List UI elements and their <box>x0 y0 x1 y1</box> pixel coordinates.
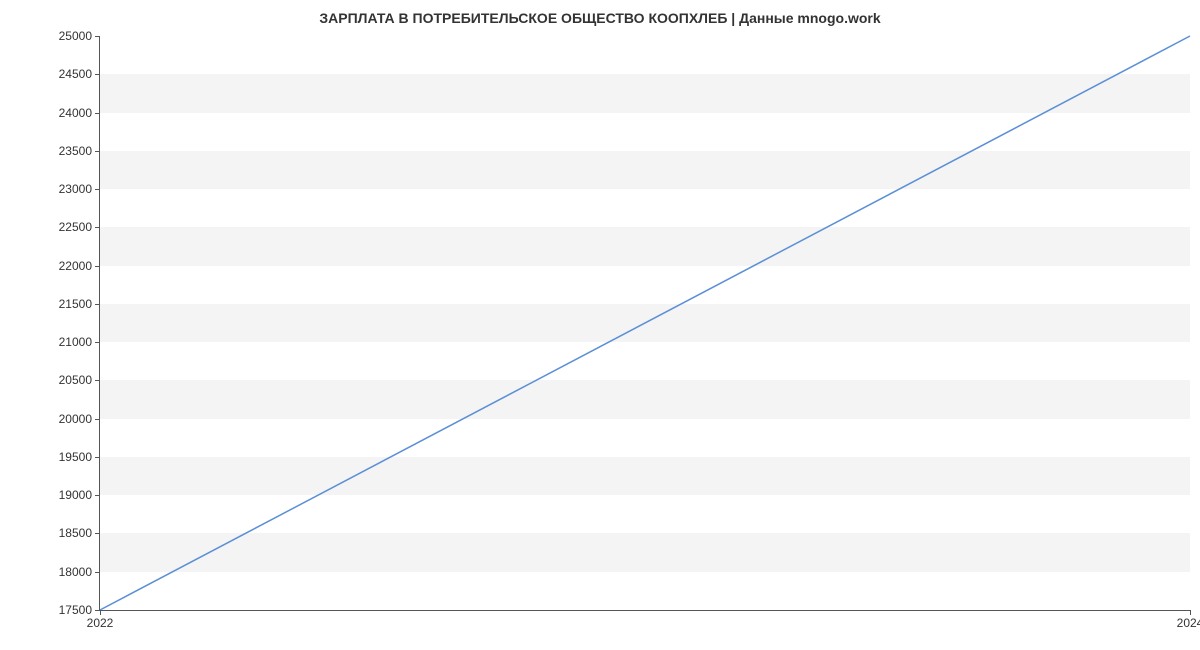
y-tick-label: 22500 <box>59 220 92 234</box>
x-tick-mark <box>100 610 101 615</box>
x-axis-line <box>100 610 1190 611</box>
chart-title: ЗАРПЛАТА В ПОТРЕБИТЕЛЬСКОЕ ОБЩЕСТВО КООП… <box>0 10 1200 26</box>
y-tick-mark <box>95 227 100 228</box>
y-tick-mark <box>95 189 100 190</box>
y-tick-label: 22000 <box>59 259 92 273</box>
y-tick-label: 17500 <box>59 603 92 617</box>
y-tick-label: 25000 <box>59 29 92 43</box>
line-series <box>100 36 1190 610</box>
y-tick-label: 24500 <box>59 67 92 81</box>
y-tick-label: 21500 <box>59 297 92 311</box>
y-tick-label: 21000 <box>59 335 92 349</box>
y-tick-mark <box>95 457 100 458</box>
y-tick-label: 19500 <box>59 450 92 464</box>
y-tick-label: 19000 <box>59 488 92 502</box>
y-tick-mark <box>95 419 100 420</box>
x-tick-mark <box>1190 610 1191 615</box>
chart-container: 1750018000185001900019500200002050021000… <box>100 36 1190 610</box>
y-tick-label: 18500 <box>59 526 92 540</box>
y-tick-label: 20000 <box>59 412 92 426</box>
y-tick-label: 18000 <box>59 565 92 579</box>
y-tick-mark <box>95 533 100 534</box>
y-tick-mark <box>95 113 100 114</box>
y-tick-mark <box>95 342 100 343</box>
x-tick-label: 2022 <box>87 616 114 630</box>
plot-area: 1750018000185001900019500200002050021000… <box>100 36 1190 610</box>
y-tick-mark <box>95 304 100 305</box>
y-tick-mark <box>95 380 100 381</box>
y-tick-mark <box>95 36 100 37</box>
y-tick-mark <box>95 151 100 152</box>
y-tick-label: 20500 <box>59 373 92 387</box>
y-tick-mark <box>95 495 100 496</box>
y-tick-mark <box>95 266 100 267</box>
y-tick-label: 24000 <box>59 106 92 120</box>
y-tick-mark <box>95 572 100 573</box>
y-tick-label: 23500 <box>59 144 92 158</box>
y-tick-mark <box>95 74 100 75</box>
x-tick-label: 2024 <box>1177 616 1200 630</box>
y-tick-label: 23000 <box>59 182 92 196</box>
